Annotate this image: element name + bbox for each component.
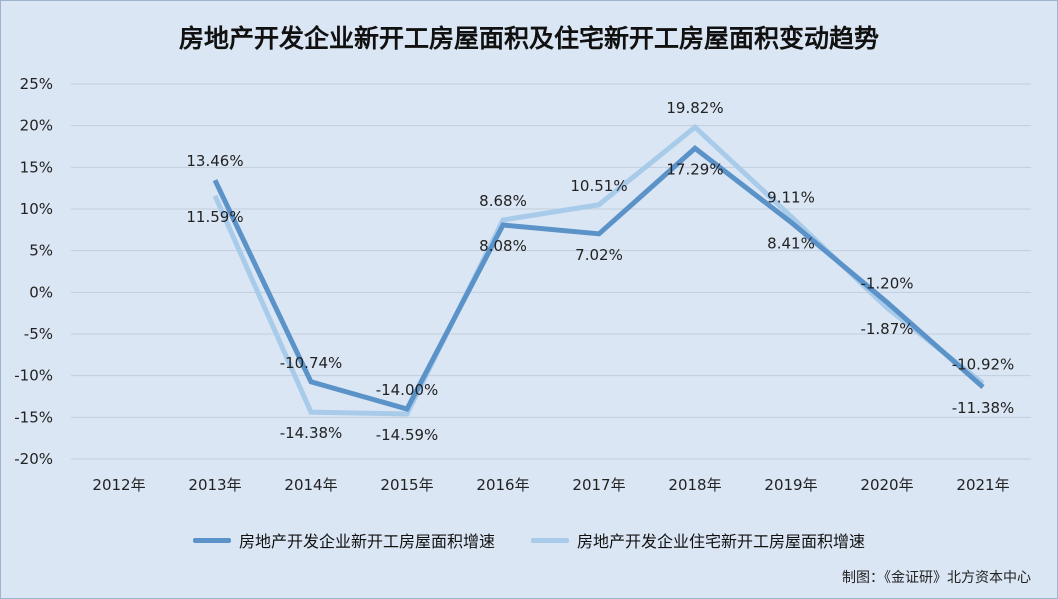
chart-title: 房地产开发企业新开工房屋面积及住宅新开工房屋面积变动趋势 [178,24,879,53]
data-label-series-2: 10.51% [570,177,627,195]
y-tick-label: 15% [20,158,53,176]
x-tick-label: 2017年 [572,476,625,494]
data-label-series-1: 13.46% [186,152,243,170]
data-label-series-1: -10.74% [280,354,343,372]
data-label-series-2: -14.38% [280,424,343,442]
y-tick-label: -20% [14,450,53,468]
x-tick-label: 2020年 [860,476,913,494]
y-tick-label: -10% [14,367,53,385]
x-tick-label: 2021年 [956,476,1009,494]
data-label-series-1: 7.02% [575,246,623,264]
x-tick-label: 2012年 [92,476,145,494]
y-tick-label: -15% [14,408,53,426]
y-tick-label: -5% [24,325,53,343]
x-tick-label: 2014年 [284,476,337,494]
x-tick-label: 2013年 [188,476,241,494]
x-tick-label: 2019年 [764,476,817,494]
data-label-series-1: -14.00% [376,381,439,399]
data-label-series-2: 11.59% [186,208,243,226]
legend-label-series-1: 房地产开发企业新开工房屋面积增速 [238,532,495,551]
y-tick-label: 5% [29,242,53,260]
y-tick-label: 20% [20,117,53,135]
y-tick-label: 0% [29,283,53,301]
data-label-series-1: 8.41% [767,234,815,252]
legend-item-series-1: 房地产开发企业新开工房屋面积增速 [192,528,495,552]
legend-swatch-series-1 [192,537,231,543]
data-label-series-2: 8.68% [479,192,527,210]
series-line-1 [212,145,985,412]
x-tick-label: 2015年 [380,476,433,494]
legend-item-series-2: 房地产开发企业住宅新开工房屋面积增速 [531,528,865,552]
data-label-series-1: 17.29% [666,160,723,178]
data-label-series-2: -14.59% [376,426,439,444]
legend: 房地产开发企业新开工房屋面积增速 房地产开发企业住宅新开工房屋面积增速 [1,528,1057,552]
data-label-series-1: 8.08% [479,237,527,255]
source-note: 制图：《金证研》北方资本中心 [842,570,1031,586]
legend-swatch-series-2 [531,537,569,543]
line-chart: 25% 20% 15% 10% 5% 0% -5% -10% -15% -20% 2012年 2013… [14,75,1031,494]
y-tick-label: 10% [20,200,53,218]
data-label-series-2: -10.92% [952,355,1015,373]
y-tick-label: 25% [20,75,53,93]
data-label-series-1: -11.38% [952,399,1015,417]
x-tick-label: 2016年 [476,476,529,494]
x-tick-label: 2018年 [668,476,721,494]
legend-label-series-2: 房地产开发企业住宅新开工房屋面积增速 [577,532,866,551]
data-label-series-2: 19.82% [666,99,723,117]
data-label-series-1: -1.20% [860,274,913,292]
data-label-series-2: 9.11% [767,188,815,206]
data-label-series-2: -1.87% [860,320,913,338]
